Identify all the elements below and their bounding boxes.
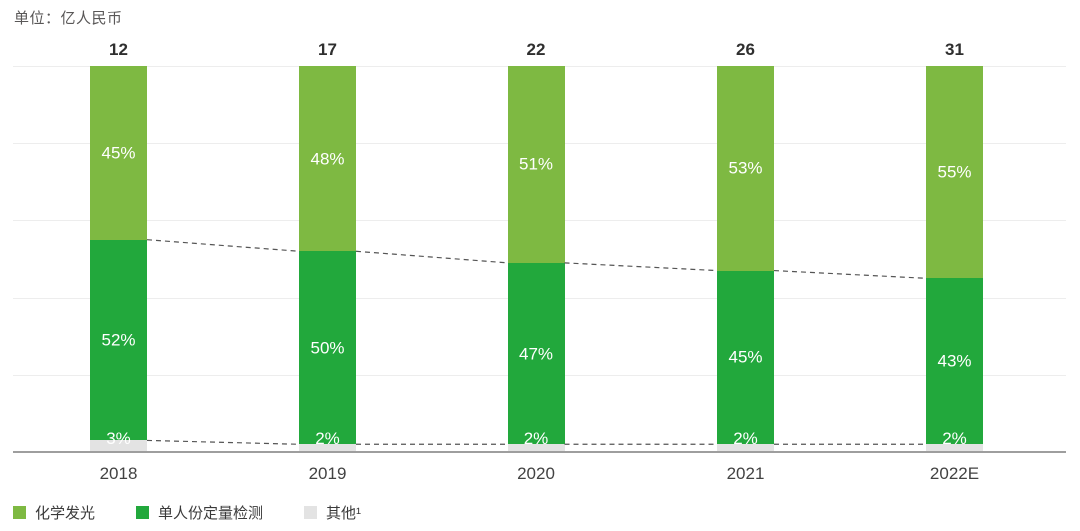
dashed-connector-lines bbox=[146, 239, 927, 445]
segment-percent-label: 47% bbox=[518, 344, 554, 364]
x-axis-label-2019: 2019 bbox=[308, 464, 347, 483]
segment-percent-label: 53% bbox=[728, 158, 763, 178]
segment-percent-label: 3% bbox=[106, 429, 131, 448]
dashed-trend-line bbox=[146, 439, 300, 445]
legend-swatch-icon bbox=[304, 506, 318, 519]
bar-segment[interactable]: 48% bbox=[299, 66, 356, 252]
segment-percent-label: 55% bbox=[937, 162, 972, 182]
legend-label: 单人份定量检测 bbox=[158, 505, 264, 522]
legend-item-chemiluminescence: 化学发光 bbox=[13, 502, 95, 523]
stacked-bar-2020[interactable]: 22 51% 47% 2% bbox=[507, 40, 565, 452]
legend-label: 其他¹ bbox=[326, 505, 362, 522]
legend-label: 化学发光 bbox=[35, 505, 96, 522]
bar-segment[interactable]: 53% bbox=[717, 66, 774, 271]
legend-item-single-quantitative: 单人份定量检测 bbox=[136, 502, 263, 523]
segment-percent-label: 50% bbox=[310, 338, 345, 358]
x-axis-label-2021: 2021 bbox=[726, 464, 765, 483]
stacked-bar-2019[interactable]: 17 48% 50% 2% bbox=[299, 40, 356, 452]
bar-segment[interactable]: 45% bbox=[717, 270, 774, 445]
bar-segment[interactable]: 50% bbox=[299, 251, 356, 445]
bar-segment[interactable] bbox=[507, 444, 565, 452]
segment-percent-label: 48% bbox=[310, 149, 345, 169]
dashed-trend-line bbox=[146, 239, 300, 252]
x-axis-line bbox=[13, 451, 1066, 453]
bar-total-label: 17 bbox=[318, 40, 337, 59]
bar-segment[interactable]: 43% bbox=[926, 278, 983, 445]
x-axis-label-2022E: 2022E bbox=[929, 464, 980, 483]
stacked-bar-2018[interactable]: 12 45% 52% 3% bbox=[90, 40, 147, 452]
segment-percent-label: 52% bbox=[101, 330, 136, 350]
legend: 化学发光 单人份定量检测 其他¹ bbox=[13, 502, 402, 523]
plot-area: 12 45% 52% 3% 17 48% 50% 2% 22 51% 47% 2% 26 53% 45% 2%… bbox=[13, 40, 1066, 452]
dashed-trend-line bbox=[773, 269, 927, 279]
bar-segment[interactable]: 55% bbox=[926, 66, 983, 279]
legend-swatch-icon bbox=[136, 506, 150, 519]
bar-total-label: 12 bbox=[109, 40, 128, 59]
dashed-trend-line bbox=[355, 250, 508, 264]
bar-segment[interactable]: 47% bbox=[507, 262, 565, 445]
segment-percent-label: 43% bbox=[937, 351, 972, 371]
x-axis-label-2018: 2018 bbox=[99, 464, 138, 483]
bar-segment[interactable] bbox=[90, 440, 147, 452]
chart-unit-title: 单位：亿人民币 bbox=[14, 10, 123, 27]
bar-segment[interactable] bbox=[926, 444, 983, 452]
segment-percent-label: 2% bbox=[942, 429, 967, 448]
segment-percent-label: 2% bbox=[733, 429, 758, 448]
bar-total-label: 22 bbox=[526, 40, 546, 59]
segment-percent-label: 45% bbox=[728, 347, 763, 367]
bar-segment[interactable]: 45% bbox=[90, 66, 147, 240]
legend-swatch-icon bbox=[13, 506, 26, 519]
bar-total-label: 31 bbox=[945, 40, 964, 59]
segment-percent-label: 45% bbox=[101, 143, 136, 163]
legend-item-other: 其他¹ bbox=[304, 502, 361, 523]
dashed-trend-line bbox=[564, 262, 718, 272]
bar-segment[interactable] bbox=[717, 444, 774, 452]
x-axis-label-2020: 2020 bbox=[517, 464, 555, 483]
stacked-bar-2021[interactable]: 26 53% 45% 2% bbox=[717, 40, 774, 452]
stacked-bar-2022E[interactable]: 31 55% 43% 2% bbox=[926, 40, 983, 452]
bar-segment[interactable]: 52% bbox=[90, 239, 147, 441]
segment-percent-label: 2% bbox=[315, 429, 340, 448]
segment-percent-label: 51% bbox=[518, 154, 554, 174]
bar-segment[interactable] bbox=[299, 444, 356, 452]
bar-segment[interactable]: 51% bbox=[507, 66, 565, 263]
segment-percent-label: 2% bbox=[523, 429, 549, 448]
bar-total-label: 26 bbox=[736, 40, 755, 59]
